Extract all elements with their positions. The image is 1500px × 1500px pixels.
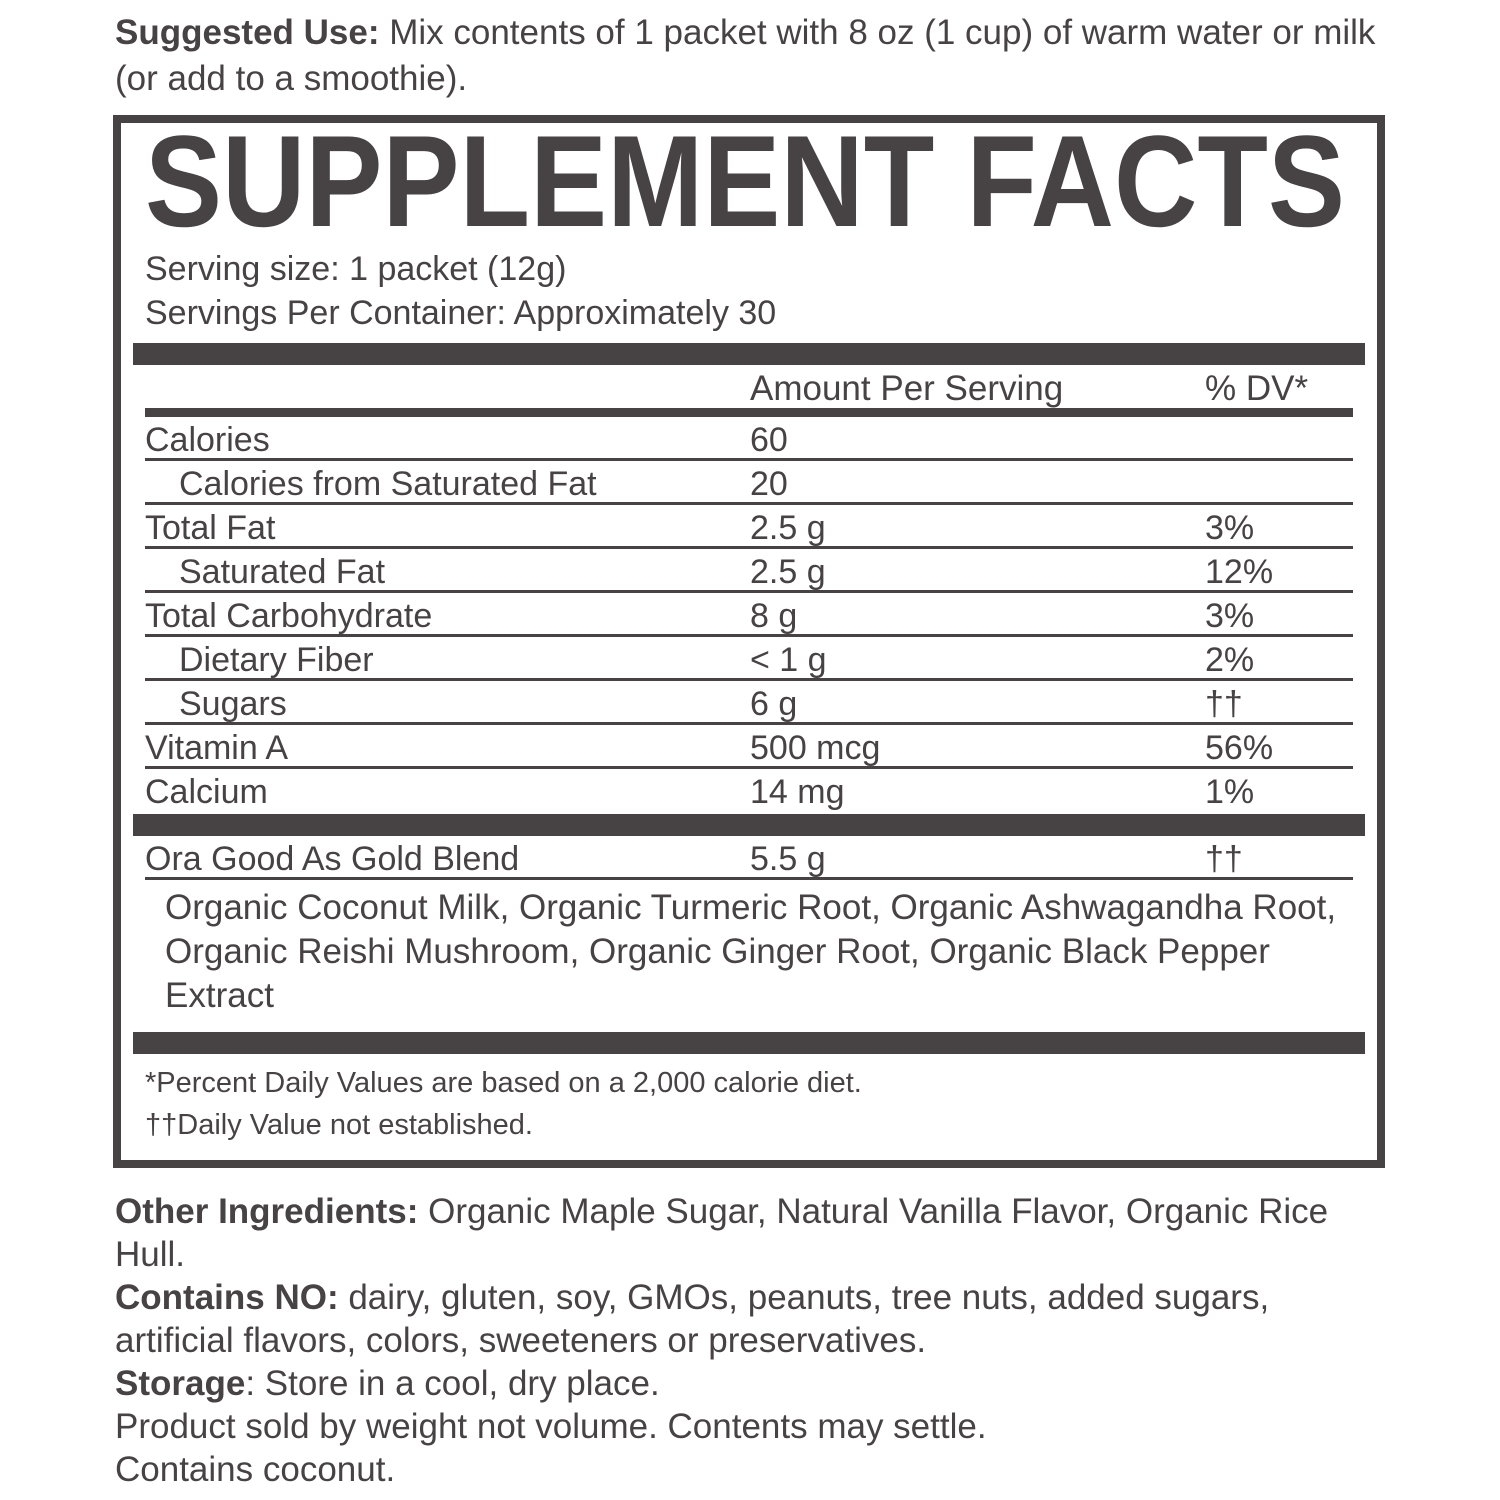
contains-no: Contains NO: dairy, gluten, soy, GMOs, p… [115,1276,1395,1362]
storage-prefix: Storage [115,1364,246,1403]
suggested-use: Suggested Use: Mix contents of 1 packet … [115,10,1395,102]
nutrient-label: Calories from Saturated Fat [179,465,597,503]
nutrient-label: Calories [145,421,270,459]
nutrient-row-dietary-fiber: Dietary Fiber < 1 g 2% [145,637,1353,681]
column-header-dv: % DV* [1205,369,1309,408]
nutrient-row-calories-sat-fat: Calories from Saturated Fat 20 [145,461,1353,505]
suggested-use-prefix: Suggested Use: [115,13,380,52]
contains-no-text: dairy, gluten, soy, GMOs, peanuts, tree … [115,1278,1270,1360]
blend-row: Ora Good As Gold Blend 5.5 g †† [145,836,1353,880]
nutrient-row-total-carbohydrate: Total Carbohydrate 8 g 3% [145,593,1353,637]
nutrient-amount: 500 mcg [750,729,881,767]
footnote-percent-dv: *Percent Daily Values are based on a 2,0… [145,1067,862,1099]
nutrient-row-saturated-fat: Saturated Fat 2.5 g 12% [145,549,1353,593]
label-page: Suggested Use: Mix contents of 1 packet … [0,10,1500,1491]
sold-by-weight-note: Product sold by weight not volume. Conte… [115,1407,987,1446]
nutrient-dv: 3% [1205,509,1255,547]
blend-dv: †† [1205,840,1243,878]
nutrient-amount: < 1 g [750,641,827,679]
nutrient-label: Dietary Fiber [179,641,374,679]
divider-bar-top [133,343,1365,365]
nutrient-dv: 3% [1205,597,1255,635]
nutrient-amount: 14 mg [750,773,845,811]
panel-title: SUPPLEMENT FACTS [145,129,1345,247]
panel-title-graphic: SUPPLEMENT FACTS [145,129,1345,247]
column-header-amount: Amount Per Serving [750,369,1064,408]
blend-label: Ora Good As Gold Blend [145,840,520,878]
storage: Storage: Store in a cool, dry place. [115,1362,1395,1405]
blend-ingredients: Organic Coconut Milk, Organic Turmeric R… [165,888,1337,1015]
nutrient-row-vitamin-a: Vitamin A 500 mcg 56% [145,725,1353,769]
nutrient-label: Total Carbohydrate [145,597,433,635]
blend-amount: 5.5 g [750,840,826,878]
other-ingredients-prefix: Other Ingredients: [115,1192,419,1231]
nutrient-row-calcium: Calcium 14 mg 1% [145,769,1353,810]
supplement-facts-panel: SUPPLEMENT FACTS Serving size: 1 packet … [113,115,1385,1168]
nutrient-dv: 1% [1205,773,1255,811]
contains-note: Contains coconut. [115,1450,396,1489]
nutrient-row-total-fat: Total Fat 2.5 g 3% [145,505,1353,549]
table-header-spacer [145,371,750,407]
table-header-row: Amount Per Serving % DV* [145,365,1353,417]
nutrient-dv: 56% [1205,729,1274,767]
nutrient-row-calories: Calories 60 [145,417,1353,461]
nutrient-row-sugars: Sugars 6 g †† [145,681,1353,725]
nutrient-label: Calcium [145,773,268,811]
nutrient-amount: 60 [750,421,788,459]
servings-per-container: Servings Per Container: Approximately 30 [145,294,777,332]
nutrient-dv: 12% [1205,553,1274,591]
divider-bar-footnotes [133,1032,1365,1054]
nutrient-amount: 6 g [750,685,798,723]
other-ingredients-text: Organic Maple Sugar, Natural Vanilla Fla… [115,1192,1329,1274]
nutrient-amount: 2.5 g [750,553,826,591]
nutrient-amount: 2.5 g [750,509,826,547]
suggested-use-text: Mix contents of 1 packet with 8 oz (1 cu… [115,13,1376,98]
nutrient-label: Total Fat [145,509,276,547]
divider-bar-blend [133,814,1365,836]
nutrient-dv: †† [1205,685,1243,723]
footnotes: *Percent Daily Values are based on a 2,0… [145,1054,1353,1160]
nutrient-amount: 20 [750,465,788,503]
footnote-not-established: ††Daily Value not established. [145,1109,533,1141]
nutrient-dv: 2% [1205,641,1255,679]
nutrient-label: Vitamin A [145,729,289,767]
storage-text: : Store in a cool, dry place. [245,1364,660,1403]
serving-size: Serving size: 1 packet (12g) [145,250,567,288]
contains-no-prefix: Contains NO: [115,1278,339,1317]
other-ingredients: Other Ingredients: Organic Maple Sugar, … [115,1190,1395,1276]
nutrient-label: Saturated Fat [179,553,386,591]
nutrient-amount: 8 g [750,597,798,635]
bottom-info: Other Ingredients: Organic Maple Sugar, … [115,1190,1395,1491]
nutrient-label: Sugars [179,685,287,723]
